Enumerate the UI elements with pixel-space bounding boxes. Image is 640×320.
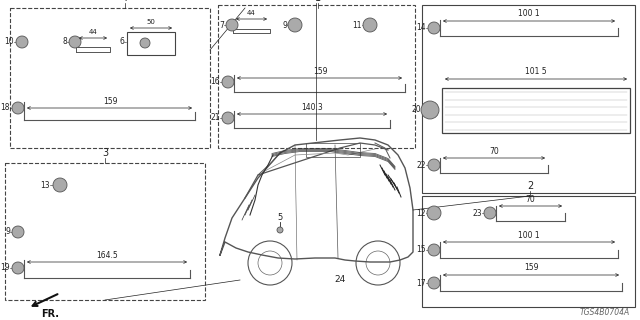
Text: 10: 10 xyxy=(4,37,14,46)
Text: 70: 70 xyxy=(525,195,535,204)
Text: 23: 23 xyxy=(472,209,482,218)
Text: 1: 1 xyxy=(315,0,321,3)
Bar xyxy=(442,88,630,133)
Circle shape xyxy=(222,112,234,124)
Circle shape xyxy=(428,159,440,171)
Text: 140.3: 140.3 xyxy=(301,102,323,111)
Text: TGS4B0704A: TGS4B0704A xyxy=(580,308,630,317)
Text: 14: 14 xyxy=(417,23,426,33)
Text: 13: 13 xyxy=(40,180,50,189)
Text: 9: 9 xyxy=(5,228,10,236)
Text: 4: 4 xyxy=(122,0,128,3)
Text: 101 5: 101 5 xyxy=(525,68,547,76)
Bar xyxy=(218,5,415,148)
Bar xyxy=(306,143,360,157)
Text: 5: 5 xyxy=(277,213,283,222)
Circle shape xyxy=(16,36,28,48)
Text: 159: 159 xyxy=(103,97,117,106)
Circle shape xyxy=(277,227,283,233)
Text: 100 1: 100 1 xyxy=(518,10,540,19)
Text: 8: 8 xyxy=(62,37,67,46)
Circle shape xyxy=(363,18,377,32)
Circle shape xyxy=(428,277,440,289)
Text: 19: 19 xyxy=(1,263,10,273)
Text: 44: 44 xyxy=(246,10,255,16)
Circle shape xyxy=(288,18,302,32)
Text: 22: 22 xyxy=(417,161,426,170)
Text: 70: 70 xyxy=(489,147,499,156)
Text: 11: 11 xyxy=(353,20,362,29)
Text: 164.5: 164.5 xyxy=(96,251,118,260)
Text: FR.: FR. xyxy=(41,309,59,319)
Circle shape xyxy=(140,38,150,48)
Text: 100 1: 100 1 xyxy=(518,230,540,239)
Text: 12: 12 xyxy=(417,209,426,218)
Bar xyxy=(422,5,635,193)
Text: 159: 159 xyxy=(524,263,538,273)
Circle shape xyxy=(484,207,496,219)
Circle shape xyxy=(69,36,81,48)
Text: 21: 21 xyxy=(211,114,220,123)
Text: 17: 17 xyxy=(417,278,426,287)
Bar xyxy=(127,32,175,55)
Bar xyxy=(422,196,635,307)
Circle shape xyxy=(421,101,439,119)
Circle shape xyxy=(428,244,440,256)
Circle shape xyxy=(12,102,24,114)
Bar xyxy=(5,163,205,300)
Text: 159: 159 xyxy=(313,67,327,76)
Text: 6: 6 xyxy=(119,37,124,46)
Text: 44: 44 xyxy=(88,29,97,35)
Text: 50: 50 xyxy=(147,19,156,25)
Circle shape xyxy=(226,19,238,31)
Text: 7: 7 xyxy=(219,20,224,29)
Circle shape xyxy=(222,76,234,88)
Text: 20: 20 xyxy=(412,106,421,115)
Text: 2: 2 xyxy=(527,181,533,191)
Text: 24: 24 xyxy=(334,276,346,284)
Text: 18: 18 xyxy=(1,103,10,113)
Circle shape xyxy=(12,262,24,274)
Circle shape xyxy=(12,226,24,238)
Text: 15: 15 xyxy=(417,245,426,254)
Circle shape xyxy=(53,178,67,192)
Bar xyxy=(10,8,210,148)
Circle shape xyxy=(427,206,441,220)
Text: 16: 16 xyxy=(211,77,220,86)
Text: 9: 9 xyxy=(282,20,287,29)
Text: 3: 3 xyxy=(102,148,108,158)
Circle shape xyxy=(428,22,440,34)
